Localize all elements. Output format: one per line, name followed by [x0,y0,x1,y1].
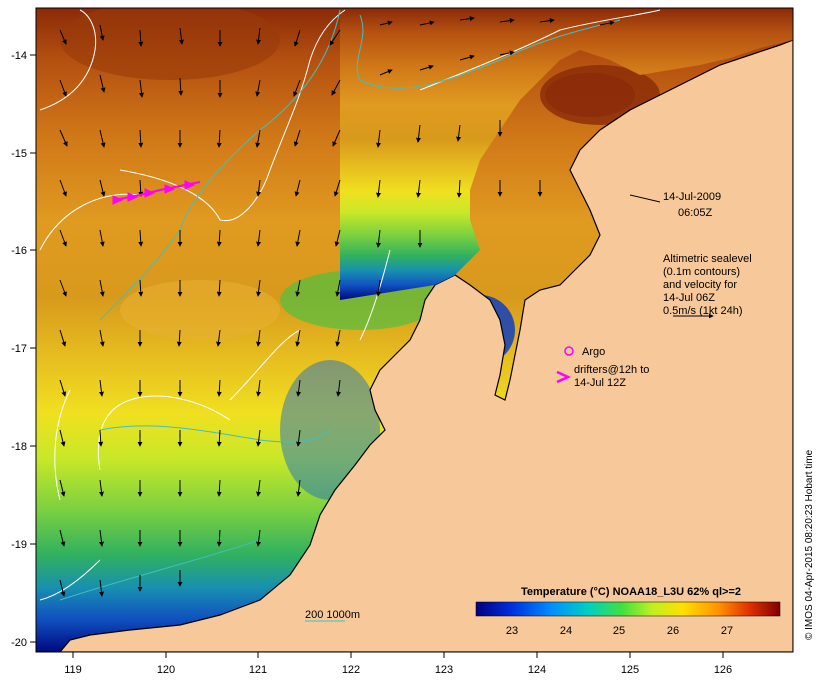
lon-label: 122 [342,664,360,676]
colorbar-tick: 26 [667,625,679,637]
depth-label: 200 1000m [305,609,360,621]
credit-text: © IMOS 04-Apr-2015 08:20:23 Hobart time [804,449,815,640]
lon-label: 119 [64,664,82,676]
ocean-north [340,8,793,300]
lon-label: 120 [157,664,175,676]
colorbar-tick: 25 [613,625,625,637]
lat-labels: -14 -15 -16 -17 -18 -19 -20 [11,50,27,649]
colorbar [475,601,781,617]
legend-line: Altimetric sealevel [663,253,752,265]
drifter-marker-icon [556,370,572,384]
colorbar-ticks: 23 24 25 26 27 [506,625,733,637]
colorbar-title: Temperature (°C) NOAA18_L3U 62% ql>=2 [521,586,741,598]
colorbar-tick: 27 [721,625,733,637]
lon-label: 121 [249,664,267,676]
lon-label: 123 [435,664,453,676]
cool-patch [120,280,280,340]
lat-label: -15 [11,148,27,160]
lat-label: -14 [11,50,27,62]
lon-label: 126 [714,664,732,676]
argo-marker-icon [564,346,574,356]
lat-label: -18 [11,441,27,453]
warm-patch [60,8,280,80]
drifter-track [112,180,201,205]
lon-labels: 119 120 121 122 123 124 125 126 [64,664,732,676]
lat-ticks [30,54,36,643]
velocity-arrows [59,16,615,597]
map-frame [35,7,794,653]
lat-label: -20 [11,637,27,649]
legend-line: 0.5m/s (1kt 24h) [663,305,742,317]
lat-label: -17 [11,343,27,355]
lat-label: -19 [11,539,27,551]
warm-patch [545,73,635,117]
colorbar-tick: 23 [506,625,518,637]
timestamp-time: 06:05Z [678,207,713,219]
lon-label: 125 [621,664,639,676]
legend-line: and velocity for [663,279,737,291]
legend-line: 14-Jul 06Z [663,292,715,304]
bathymetry-contours [59,9,621,622]
land-mass [59,8,793,652]
colorbar-tick: 24 [560,625,572,637]
drifters-label: drifters@12h to [574,364,649,376]
legend-line: (0.1m contours) [663,266,740,278]
timestamp-date: 14-Jul-2009 [663,191,721,203]
timestamp-pointer [629,194,661,203]
drifters-label-2: 14-Jul 12Z [574,377,626,389]
argo-label: Argo [582,346,605,358]
lon-label: 124 [528,664,546,676]
lat-label: -16 [11,245,27,257]
lon-ticks [72,652,724,658]
